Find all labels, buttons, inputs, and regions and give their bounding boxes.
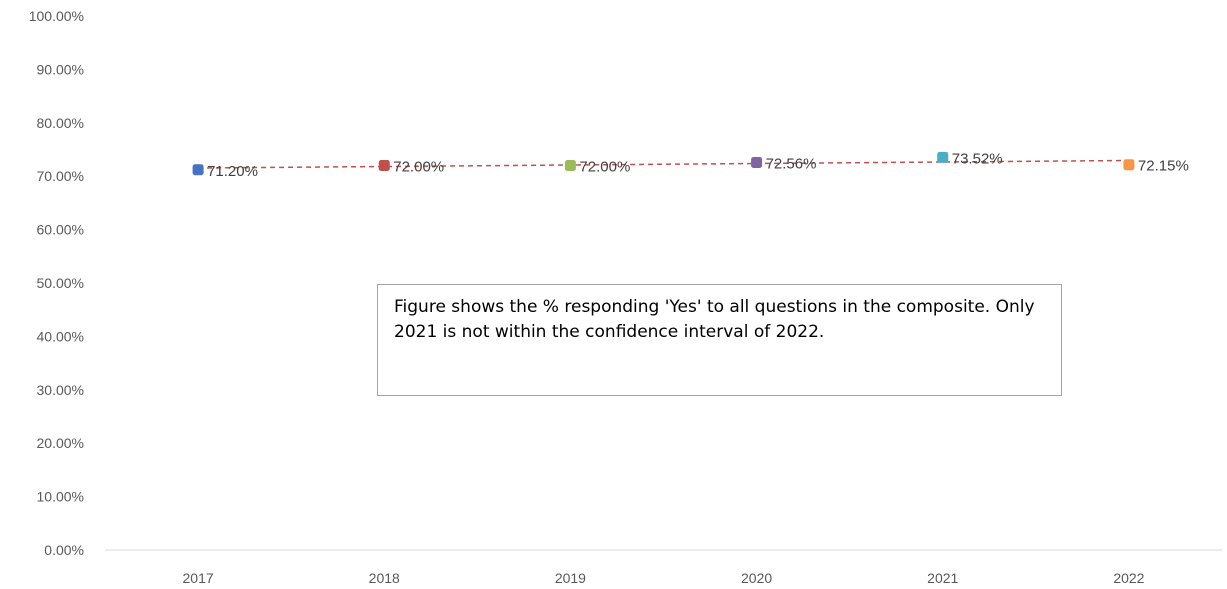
data-label-2019: 72.00% xyxy=(579,159,630,176)
data-label-2022: 72.15% xyxy=(1138,158,1189,175)
data-label-2020: 72.56% xyxy=(766,156,817,173)
x-tick-label: 2020 xyxy=(741,570,772,586)
y-tick-label: 70.00% xyxy=(37,168,84,184)
data-points xyxy=(192,151,1135,176)
annotation-textbox: Figure shows the % responding 'Yes' to a… xyxy=(377,284,1062,396)
data-point-2021 xyxy=(937,151,949,163)
data-label-2021: 73.52% xyxy=(952,150,1003,167)
y-tick-label: 90.00% xyxy=(37,61,84,77)
y-tick-label: 40.00% xyxy=(37,328,84,344)
data-label-2017: 71.20% xyxy=(207,163,258,180)
data-label-2018: 72.00% xyxy=(393,159,444,176)
x-tick-label: 2019 xyxy=(555,570,586,586)
y-tick-label: 0.00% xyxy=(44,542,84,558)
data-point-2019 xyxy=(564,160,576,172)
trendline xyxy=(198,159,1129,169)
y-tick-label: 100.00% xyxy=(29,8,84,24)
data-labels: 71.20% 72.00% 72.00% 72.56% 73.52% 72.15% xyxy=(207,150,1189,179)
data-point-2022 xyxy=(1123,159,1135,171)
x-axis-ticks: 2017 2018 2019 2020 2021 2022 xyxy=(183,570,1145,586)
y-tick-label: 50.00% xyxy=(37,275,84,291)
y-tick-label: 10.00% xyxy=(37,489,84,505)
x-tick-label: 2022 xyxy=(1113,570,1144,586)
x-tick-label: 2017 xyxy=(183,570,214,586)
y-tick-label: 80.00% xyxy=(37,115,84,131)
y-tick-label: 60.00% xyxy=(37,222,84,238)
data-point-2017 xyxy=(192,164,204,176)
x-tick-label: 2018 xyxy=(369,570,400,586)
y-axis-ticks: 0.00% 10.00% 20.00% 30.00% 40.00% 50.00% 60.00… xyxy=(29,8,84,558)
x-tick-label: 2021 xyxy=(927,570,958,586)
y-tick-label: 20.00% xyxy=(37,435,84,451)
data-point-2020 xyxy=(751,157,763,169)
y-tick-label: 30.00% xyxy=(37,382,84,398)
data-point-2018 xyxy=(378,160,390,172)
